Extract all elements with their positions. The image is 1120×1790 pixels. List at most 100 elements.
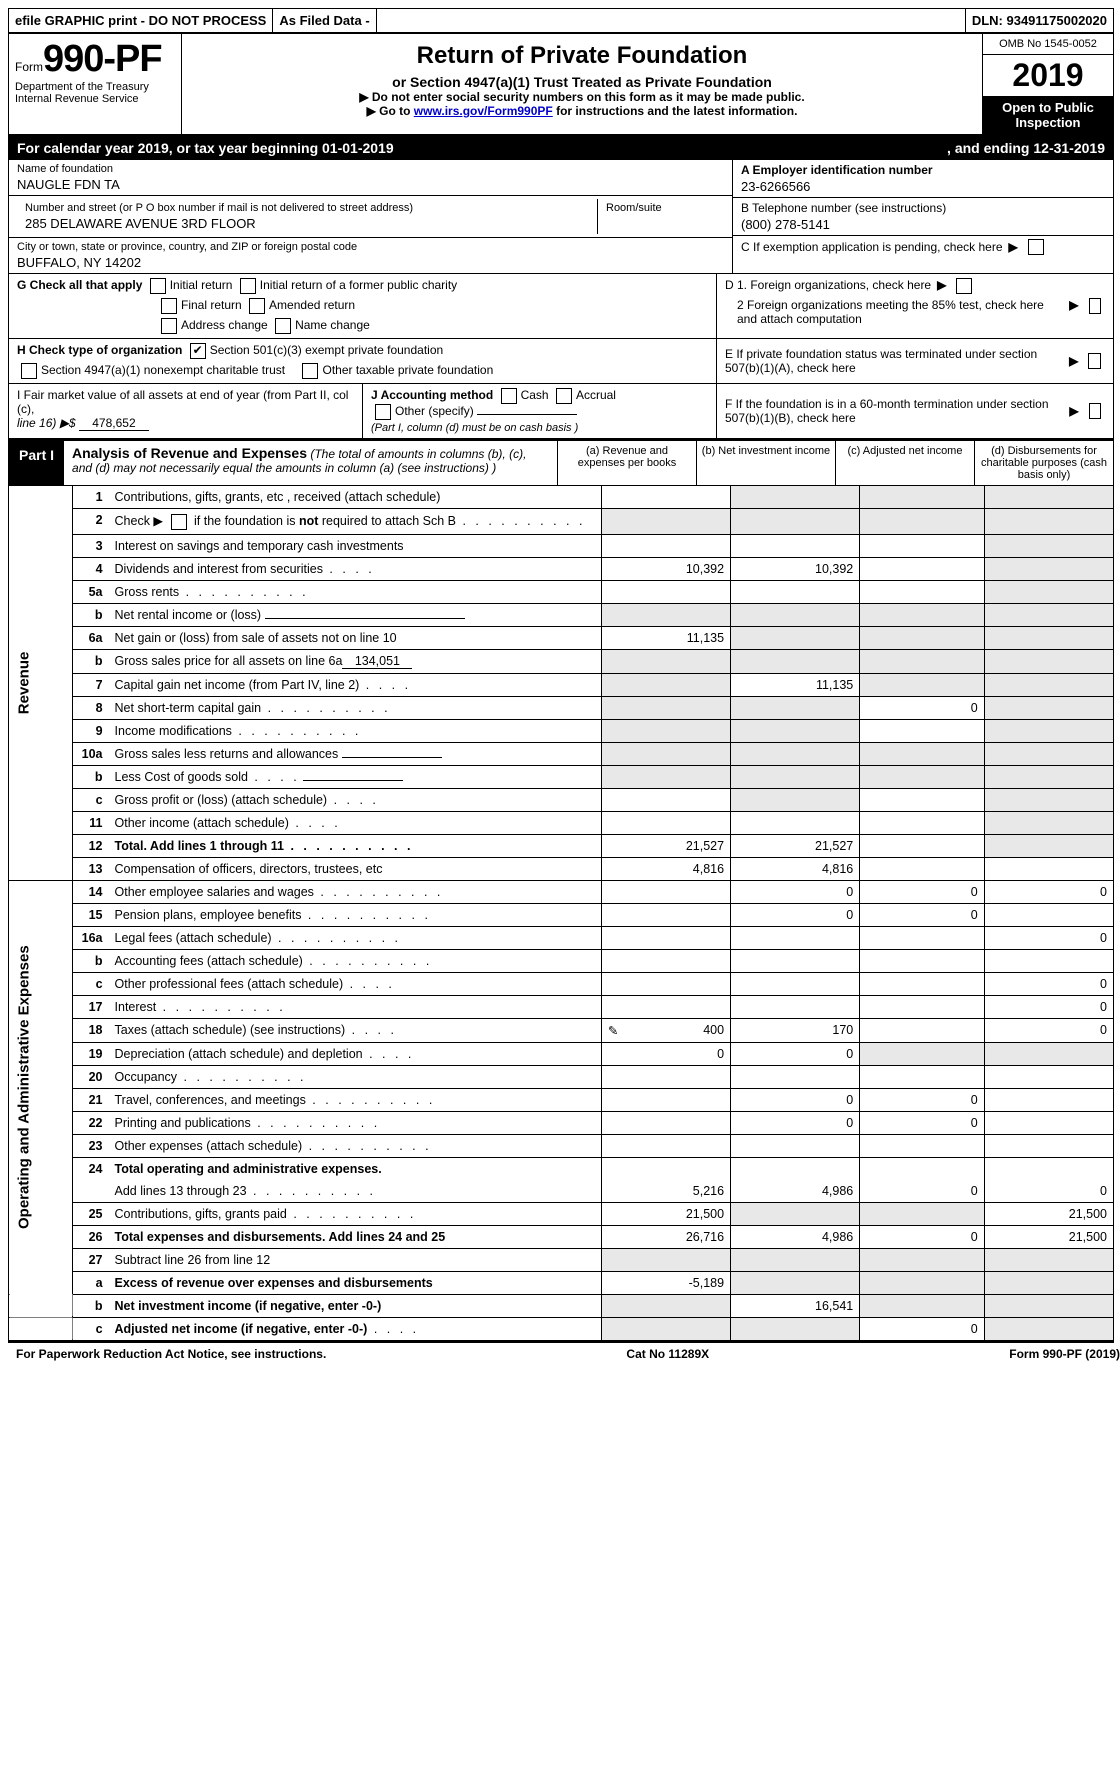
form-id-box: Form990-PF Department of the Treasury In… xyxy=(9,34,182,134)
row-26: 26Total expenses and disbursements. Add … xyxy=(9,1225,1113,1248)
row-15: 15Pension plans, employee benefits00 xyxy=(9,903,1113,926)
h-501c3-checkbox[interactable] xyxy=(190,343,206,359)
col-a-head: (a) Revenue and expenses per books xyxy=(557,441,696,485)
name-label: Name of foundation xyxy=(17,163,724,175)
row-22: 22Printing and publications00 xyxy=(9,1111,1113,1134)
calendar-year-row: For calendar year 2019, or tax year begi… xyxy=(9,136,1113,160)
h-other-checkbox[interactable] xyxy=(302,363,318,379)
check-section-ij: I Fair market value of all assets at end… xyxy=(9,384,1113,440)
dept-label: Department of the Treasury xyxy=(15,81,175,93)
row-23: 23Other expenses (attach schedule) xyxy=(9,1134,1113,1157)
analysis-table: Revenue 1 Contributions, gifts, grants, … xyxy=(9,486,1113,1342)
h-4947-checkbox[interactable] xyxy=(21,363,37,379)
part1-header: Part I Analysis of Revenue and Expenses … xyxy=(9,440,1113,486)
row-5b: bNet rental income or (loss) xyxy=(9,603,1113,626)
city-state-zip: BUFFALO, NY 14202 xyxy=(17,253,724,270)
g-final-checkbox[interactable] xyxy=(161,298,177,314)
title-box: Return of Private Foundation or Section … xyxy=(182,34,982,134)
street-address: 285 DELAWARE AVENUE 3RD FLOOR xyxy=(25,214,589,231)
col-c-head: (c) Adjusted net income xyxy=(835,441,974,485)
row-19: 19Depreciation (attach schedule) and dep… xyxy=(9,1042,1113,1065)
efile-notice: efile GRAPHIC print - DO NOT PROCESS xyxy=(9,9,273,32)
form-ref: Form 990-PF (2019) xyxy=(1009,1347,1120,1361)
ein-label: A Employer identification number xyxy=(741,163,1105,177)
year-box: OMB No 1545-0052 2019 Open to Public Ins… xyxy=(982,34,1113,134)
check-section-g: G Check all that apply Initial return In… xyxy=(9,274,1113,339)
d2-checkbox[interactable] xyxy=(1089,298,1102,314)
f-label: F If the foundation is in a 60-month ter… xyxy=(725,397,1063,425)
part1-label: Part I xyxy=(9,441,64,485)
city-label: City or town, state or province, country… xyxy=(17,241,724,253)
j-cash-checkbox[interactable] xyxy=(501,388,517,404)
h-label: H Check type of organization xyxy=(17,343,182,357)
g-label: G Check all that apply xyxy=(17,278,142,292)
j-other-checkbox[interactable] xyxy=(375,404,391,420)
c-checkbox[interactable] xyxy=(1028,239,1044,255)
g-amended-checkbox[interactable] xyxy=(249,298,265,314)
row-7: 7Capital gain net income (from Part IV, … xyxy=(9,673,1113,696)
room-label: Room/suite xyxy=(598,199,724,234)
row-17: 17Interest0 xyxy=(9,995,1113,1018)
row-4: 4Dividends and interest from securities1… xyxy=(9,557,1113,580)
g-name-checkbox[interactable] xyxy=(275,318,291,334)
spacer xyxy=(377,9,966,32)
row-25: 25Contributions, gifts, grants paid21,50… xyxy=(9,1202,1113,1225)
c-label: C If exemption application is pending, c… xyxy=(741,240,1003,254)
row-24: Add lines 13 through 235,2164,98600 xyxy=(9,1180,1113,1203)
instr-2: ▶ Go to www.irs.gov/Form990PF for instru… xyxy=(190,104,974,118)
footer: For Paperwork Reduction Act Notice, see … xyxy=(8,1343,1120,1365)
j-other-input[interactable] xyxy=(477,414,577,415)
row-14: Operating and Administrative Expenses 14… xyxy=(9,880,1113,903)
j-label: J Accounting method xyxy=(371,388,493,402)
header-row: Form990-PF Department of the Treasury In… xyxy=(9,34,1113,136)
row-20: 20Occupancy xyxy=(9,1065,1113,1088)
g-initial-former-checkbox[interactable] xyxy=(240,278,256,294)
part1-title: Analysis of Revenue and Expenses xyxy=(72,445,307,461)
row-27b: bNet investment income (if negative, ent… xyxy=(9,1294,1113,1317)
form-page: efile GRAPHIC print - DO NOT PROCESS As … xyxy=(8,8,1114,1343)
row-13: 13Compensation of officers, directors, t… xyxy=(9,857,1113,880)
fmv-value: 478,652 xyxy=(79,416,149,431)
form-number: 990-PF xyxy=(43,38,162,80)
row-1: Revenue 1 Contributions, gifts, grants, … xyxy=(9,486,1113,509)
d1-checkbox[interactable] xyxy=(956,278,972,294)
schb-checkbox[interactable] xyxy=(171,514,187,530)
asfiled-label: As Filed Data - xyxy=(273,9,376,32)
row-21: 21Travel, conferences, and meetings00 xyxy=(9,1088,1113,1111)
row-27c: cAdjusted net income (if negative, enter… xyxy=(9,1317,1113,1341)
i-label: I Fair market value of all assets at end… xyxy=(17,388,348,416)
irs-link[interactable]: www.irs.gov/Form990PF xyxy=(414,104,553,118)
row-11: 11Other income (attach schedule) xyxy=(9,811,1113,834)
paperwork-notice: For Paperwork Reduction Act Notice, see … xyxy=(16,1347,326,1361)
instr-1: ▶ Do not enter social security numbers o… xyxy=(190,90,974,104)
col-b-head: (b) Net investment income xyxy=(696,441,835,485)
g-initial-checkbox[interactable] xyxy=(150,278,166,294)
f-checkbox[interactable] xyxy=(1089,403,1101,419)
phone-label: B Telephone number (see instructions) xyxy=(741,201,1105,215)
row-10a: 10aGross sales less returns and allowanc… xyxy=(9,742,1113,765)
row-27a: aExcess of revenue over expenses and dis… xyxy=(9,1271,1113,1294)
check-section-h: H Check type of organization Section 501… xyxy=(9,339,1113,384)
foundation-name: NAUGLE FDN TA xyxy=(17,175,724,192)
row-10b: bLess Cost of goods sold xyxy=(9,765,1113,788)
row-16a: 16aLegal fees (attach schedule)0 xyxy=(9,926,1113,949)
g-address-checkbox[interactable] xyxy=(161,318,177,334)
row-2: 2 Check ▶ if the foundation is not requi… xyxy=(9,509,1113,535)
row-16b: bAccounting fees (attach schedule) xyxy=(9,949,1113,972)
row-12: 12Total. Add lines 1 through 1121,52721,… xyxy=(9,834,1113,857)
row-8: 8Net short-term capital gain0 xyxy=(9,696,1113,719)
open-inspection: Open to Public Inspection xyxy=(983,96,1113,134)
row-16c: cOther professional fees (attach schedul… xyxy=(9,972,1113,995)
e-label: E If private foundation status was termi… xyxy=(725,347,1063,375)
identity-section: Name of foundation NAUGLE FDN TA Number … xyxy=(9,160,1113,274)
col-d-head: (d) Disbursements for charitable purpose… xyxy=(974,441,1113,485)
phone-value: (800) 278-5141 xyxy=(741,215,1105,232)
row-18: 18Taxes (attach schedule) (see instructi… xyxy=(9,1018,1113,1042)
revenue-side-label: Revenue xyxy=(9,486,73,880)
expenses-side-label: Operating and Administrative Expenses xyxy=(9,880,73,1294)
j-accrual-checkbox[interactable] xyxy=(556,388,572,404)
row-24-label: 24Total operating and administrative exp… xyxy=(9,1157,1113,1180)
top-bar: efile GRAPHIC print - DO NOT PROCESS As … xyxy=(9,9,1113,34)
e-checkbox[interactable] xyxy=(1088,353,1101,369)
row-27: 27Subtract line 26 from line 12 xyxy=(9,1248,1113,1271)
